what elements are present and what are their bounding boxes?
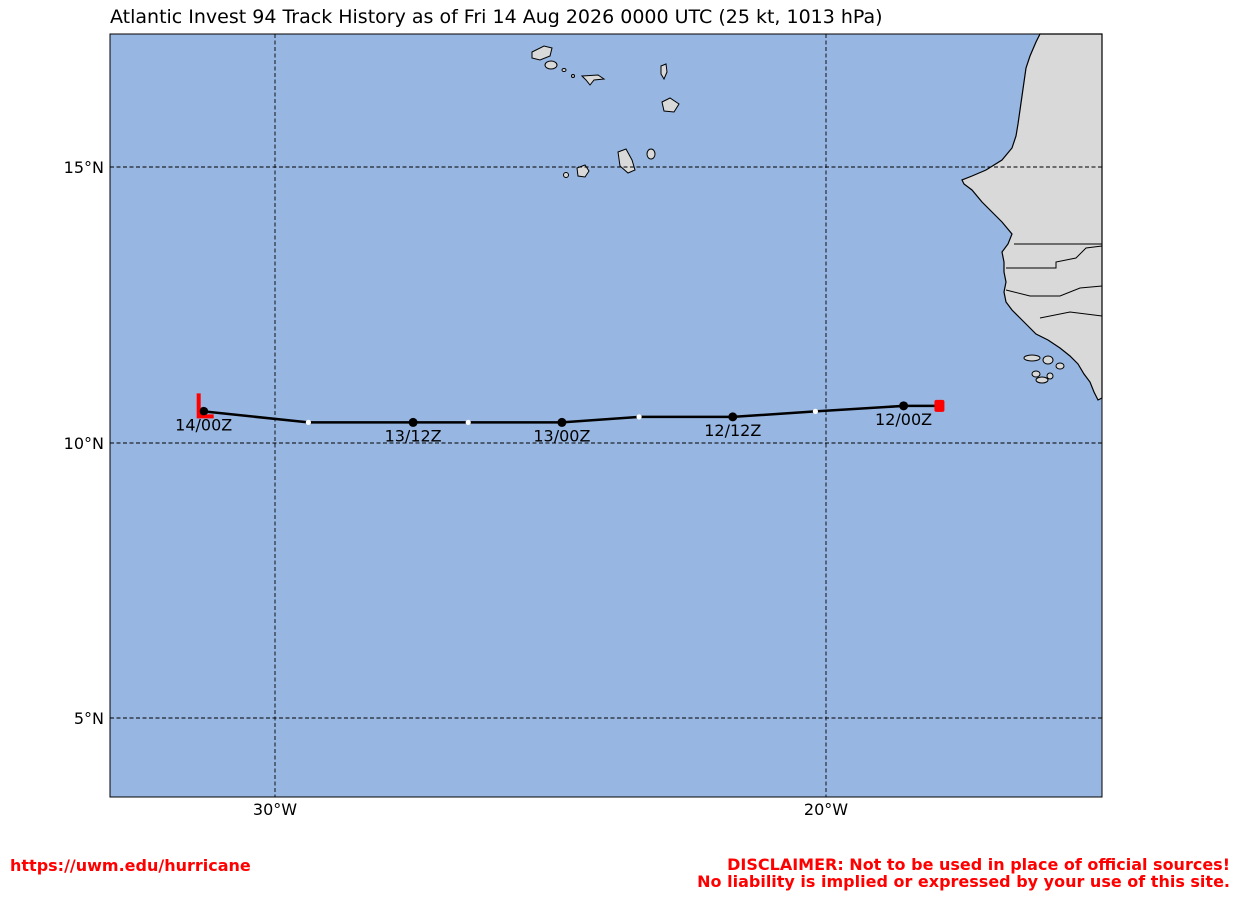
current-position-icon — [196, 393, 214, 419]
ocean-area — [110, 34, 1102, 797]
lon-label: 20°W — [804, 800, 848, 819]
track-time-label: 12/12Z — [704, 421, 761, 440]
track-time-label: 13/12Z — [385, 426, 442, 445]
disclaimer-line-1: DISCLAIMER: Not to be used in place of o… — [727, 855, 1230, 874]
track-time-label: 14/00Z — [175, 415, 232, 434]
map-title: Atlantic Invest 94 Track History as of F… — [110, 6, 883, 28]
longitude-labels: 30°W 20°W — [253, 800, 848, 819]
africa-landmass — [961, 33, 1103, 401]
track-point-minor — [636, 414, 642, 420]
latitude-labels: 15°N 10°N 5°N — [64, 158, 104, 728]
disclaimer: DISCLAIMER: Not to be used in place of o… — [697, 856, 1230, 890]
track-point-minor — [305, 419, 311, 425]
lat-label: 15°N — [64, 158, 104, 177]
gridlines — [110, 34, 1102, 797]
track-time-label: 13/00Z — [533, 426, 590, 445]
track-point-minor — [812, 408, 819, 414]
track-point — [557, 417, 567, 427]
lat-label: 5°N — [74, 709, 104, 728]
genesis-marker — [934, 399, 945, 412]
current-position-dot — [199, 407, 208, 416]
track-time-label: 12/00Z — [875, 410, 932, 429]
track-point — [899, 401, 909, 411]
storm-track: 12/00Z 12/12Z 13/00Z 13/12Z 14/00Z — [175, 393, 945, 445]
track-point-minor — [465, 419, 471, 425]
lat-label: 10°N — [64, 434, 104, 453]
track-point — [728, 412, 738, 422]
disclaimer-line-2: No liability is implied or expressed by … — [697, 872, 1230, 891]
lon-label: 30°W — [253, 800, 297, 819]
source-url[interactable]: https://uwm.edu/hurricane — [10, 856, 251, 875]
track-point — [408, 417, 418, 427]
map-frame — [109, 33, 1103, 798]
track-line — [203, 404, 940, 424]
